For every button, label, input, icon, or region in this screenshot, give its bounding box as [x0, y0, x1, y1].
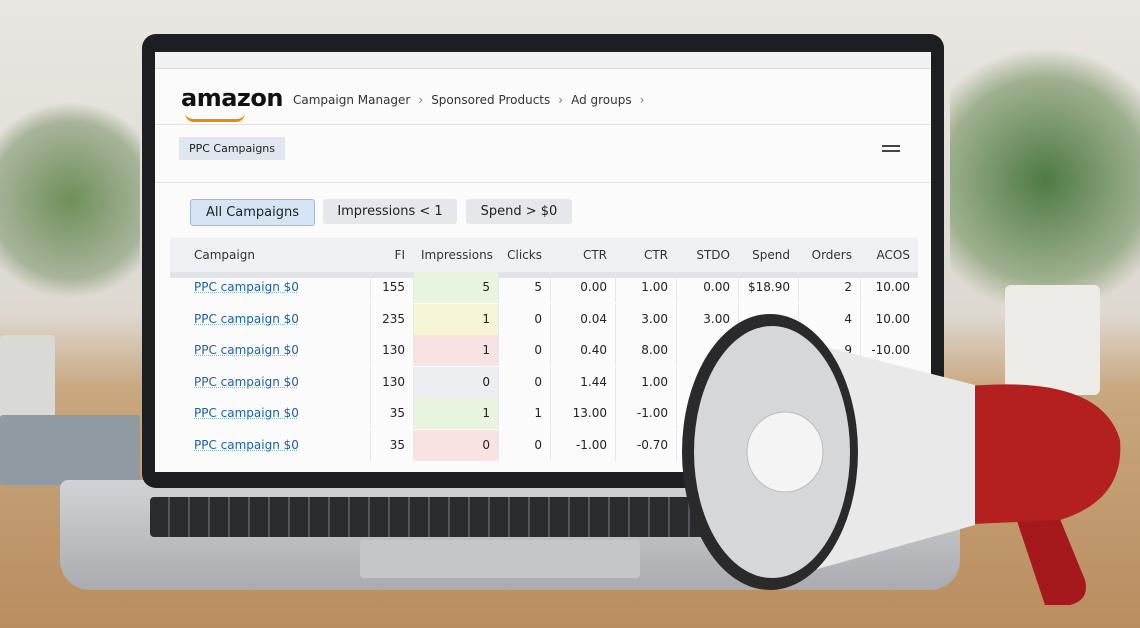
column-header: ACOS [876, 248, 910, 262]
table-cell [676, 335, 738, 367]
breadcrumb-item[interactable]: Sponsored Products [431, 93, 551, 107]
row-divider [170, 277, 918, 278]
table-cell: 0.04 [550, 303, 615, 335]
table-cell: 13.00 [550, 398, 615, 430]
browser-bar [155, 52, 931, 69]
logo: amazon [181, 84, 283, 112]
table-cell: 1.00 [615, 272, 676, 303]
table-cell: 4 [798, 303, 860, 335]
menu-icon[interactable] [882, 145, 900, 152]
table-cell: 1 [498, 398, 550, 430]
column-header: FI [394, 248, 405, 262]
table-cell: 130 [370, 366, 413, 398]
megaphone-driver [746, 411, 824, 493]
table-cell: 2 [798, 272, 860, 303]
table-cell [676, 366, 738, 398]
table-cell: 0.40 [550, 335, 615, 367]
filter-chip[interactable]: All Campaigns [190, 199, 315, 226]
table-cell [676, 430, 738, 461]
table-cell: 0 [498, 303, 550, 335]
trackpad [360, 540, 640, 578]
column-header: Impressions [421, 248, 493, 262]
table-cell: 130 [370, 335, 413, 367]
filter-chip[interactable]: Impressions < 1 [323, 199, 457, 224]
campaign-link[interactable]: PPC campaign $0 [194, 343, 299, 358]
table-cell: 1 [413, 335, 498, 367]
table-cell: 0 [498, 366, 550, 398]
filter-chip[interactable]: Spend > $0 [466, 199, 572, 224]
table-cell: 1 [413, 303, 498, 335]
column-header: CTR [643, 248, 668, 262]
separator: › [418, 93, 424, 107]
column-header: STDO [696, 248, 730, 262]
table-cell: 1.44 [550, 366, 615, 398]
pot [1005, 285, 1100, 395]
table-cell: 35 [370, 430, 413, 461]
table-cell: 0 [413, 366, 498, 398]
breadcrumb-item[interactable]: Campaign Manager [293, 93, 411, 107]
column-header: Orders [811, 248, 852, 262]
tab[interactable]: PPC Campaigns [179, 137, 285, 160]
row-divider [170, 276, 918, 277]
row-divider [170, 274, 918, 275]
table-cell [676, 398, 738, 430]
table-cell: -10.00 [860, 335, 918, 367]
table-cell: 0 [413, 430, 498, 461]
megaphone-body [950, 384, 1121, 525]
divider [155, 124, 931, 125]
column-header: Campaign [194, 248, 255, 262]
breadcrumb: Campaign Manager › Sponsored Products › Ad g… [293, 93, 644, 107]
column-header: Spend [752, 248, 790, 262]
logo-smile [185, 113, 245, 122]
separator: › [639, 93, 645, 107]
table-cell: 5 [413, 272, 498, 303]
table-cell: 5 [498, 272, 550, 303]
table-cell: 0.00 [676, 272, 738, 303]
breadcrumb-item[interactable]: Ad groups [571, 93, 632, 107]
campaign-link[interactable]: PPC campaign $0 [194, 311, 299, 326]
table-cell: 0.00 [550, 272, 615, 303]
table-cell: 0 [498, 335, 550, 367]
plant-right [950, 40, 1140, 320]
campaign-link[interactable]: PPC campaign $0 [194, 438, 299, 452]
keyboard [150, 497, 710, 537]
screen: amazon Campaign Manager › Sponsored Produc… [155, 52, 931, 472]
header-row [170, 238, 918, 272]
column-header: Clicks [507, 248, 542, 262]
table-cell: 10.00 [860, 272, 918, 303]
table-cell: 1 [413, 398, 498, 430]
plant-left [0, 90, 140, 310]
table-cell: 3.00 [615, 303, 676, 335]
table-cell: -1.00 [550, 430, 615, 461]
table-cell: -1.00 [615, 398, 676, 430]
table-cell: $18.90 [738, 272, 798, 303]
table-cell: 35 [370, 398, 413, 430]
table-cell: 3.00 [676, 303, 738, 335]
table-cell: 155 [370, 272, 413, 303]
row-divider [170, 273, 918, 274]
row-divider [170, 275, 918, 276]
table-cell: 0 [498, 430, 550, 461]
campaign-link[interactable]: PPC campaign $0 [194, 374, 299, 389]
table-cell: 8.00 [615, 335, 676, 367]
table-cell [738, 303, 798, 335]
column-header: CTR [582, 248, 607, 262]
table-cell: 235 [370, 303, 413, 335]
table-cell: -0.70 [615, 430, 676, 461]
books [0, 415, 140, 485]
campaign-link[interactable]: PPC campaign $0 [194, 406, 299, 421]
divider [155, 182, 931, 183]
separator: › [558, 93, 564, 107]
campaign-link[interactable]: PPC campaign $0 [194, 280, 299, 294]
table-cell: 10.00 [860, 303, 918, 335]
table-cell: 1.00 [615, 366, 676, 398]
table: Campaign FI Impressions Clicks CTR CTR STDO Spe… [170, 238, 918, 472]
row-divider [170, 272, 918, 273]
